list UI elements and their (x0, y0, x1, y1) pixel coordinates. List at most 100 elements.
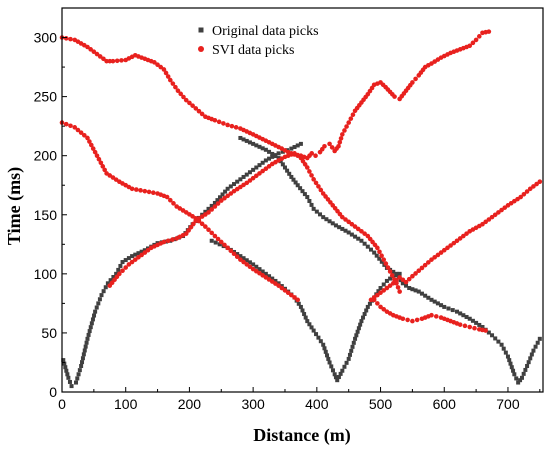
data-point (129, 186, 135, 192)
data-point (309, 202, 314, 207)
data-point (505, 354, 510, 359)
data-point (228, 184, 233, 189)
data-point (69, 384, 74, 389)
data-point (353, 234, 358, 239)
data-point (165, 74, 171, 79)
data-point (476, 34, 482, 39)
data-point (295, 297, 301, 303)
data-point (375, 245, 380, 251)
x-tick-label: 700 (496, 396, 520, 412)
data-point (100, 164, 106, 169)
data-point (206, 227, 211, 233)
data-point (516, 380, 521, 385)
data-point (496, 339, 501, 344)
data-point (410, 287, 415, 292)
data-point (464, 314, 469, 319)
data-point (170, 237, 175, 242)
data-point (355, 226, 361, 232)
data-point (461, 313, 466, 318)
data-point (489, 214, 495, 220)
data-point (292, 145, 297, 150)
data-point (181, 94, 186, 100)
data-point (61, 358, 66, 363)
data-point (89, 321, 94, 326)
data-point (388, 276, 393, 281)
data-point (304, 165, 310, 170)
data-point (499, 207, 504, 213)
data-point (90, 317, 95, 322)
data-point (332, 372, 337, 377)
data-point (329, 364, 334, 369)
data-point (254, 173, 259, 179)
data-point (217, 195, 222, 200)
data-point (467, 316, 472, 321)
data-point (145, 247, 151, 253)
data-point (318, 212, 323, 217)
data-point (395, 285, 401, 290)
data-point (75, 376, 80, 381)
data-point (362, 312, 367, 317)
data-point (381, 257, 387, 262)
data-point (126, 262, 132, 267)
data-point (507, 358, 512, 363)
data-point (527, 186, 533, 192)
data-point (335, 378, 340, 383)
data-point (276, 281, 281, 286)
data-point (378, 290, 383, 296)
data-point (318, 339, 323, 344)
data-point (451, 240, 457, 246)
data-point (130, 254, 135, 259)
data-point (350, 344, 355, 349)
data-point (348, 116, 354, 121)
data-point (323, 349, 328, 354)
data-point (356, 326, 361, 331)
data-point (132, 257, 138, 262)
data-point (340, 226, 345, 231)
data-point (537, 336, 542, 341)
data-point (289, 146, 294, 151)
data-point (267, 274, 272, 279)
data-point (101, 56, 106, 62)
data-point (257, 267, 262, 272)
data-point (448, 243, 453, 248)
data-point (405, 317, 410, 323)
data-point (238, 254, 243, 259)
data-point (178, 91, 184, 97)
data-point (511, 368, 516, 373)
data-point (228, 191, 234, 196)
data-point (354, 333, 359, 338)
data-point (387, 269, 393, 274)
data-point (344, 360, 349, 365)
data-point (251, 141, 256, 146)
data-point (365, 304, 370, 309)
data-point (342, 364, 347, 369)
data-point (267, 149, 272, 154)
data-point (309, 151, 315, 156)
data-point (368, 247, 373, 252)
data-point (222, 195, 227, 201)
data-point (152, 60, 157, 65)
data-point (318, 187, 324, 193)
data-point (435, 252, 441, 258)
data-point (413, 76, 418, 82)
data-point (161, 239, 167, 245)
y-axis-title: Time (ms) (4, 167, 25, 245)
data-point (85, 44, 90, 50)
data-point (397, 271, 402, 276)
data-point (292, 151, 297, 156)
data-point (403, 279, 409, 285)
data-point (483, 328, 488, 333)
data-point (116, 267, 121, 272)
data-point (321, 342, 326, 347)
data-point (209, 238, 214, 243)
data-point (96, 156, 102, 162)
data-point (525, 364, 530, 369)
data-point (298, 141, 303, 146)
data-point (212, 117, 218, 123)
data-point (454, 238, 460, 244)
data-point (346, 120, 351, 125)
data-point (309, 325, 314, 330)
data-point (343, 217, 348, 222)
data-point (254, 264, 259, 269)
data-point (158, 64, 164, 70)
